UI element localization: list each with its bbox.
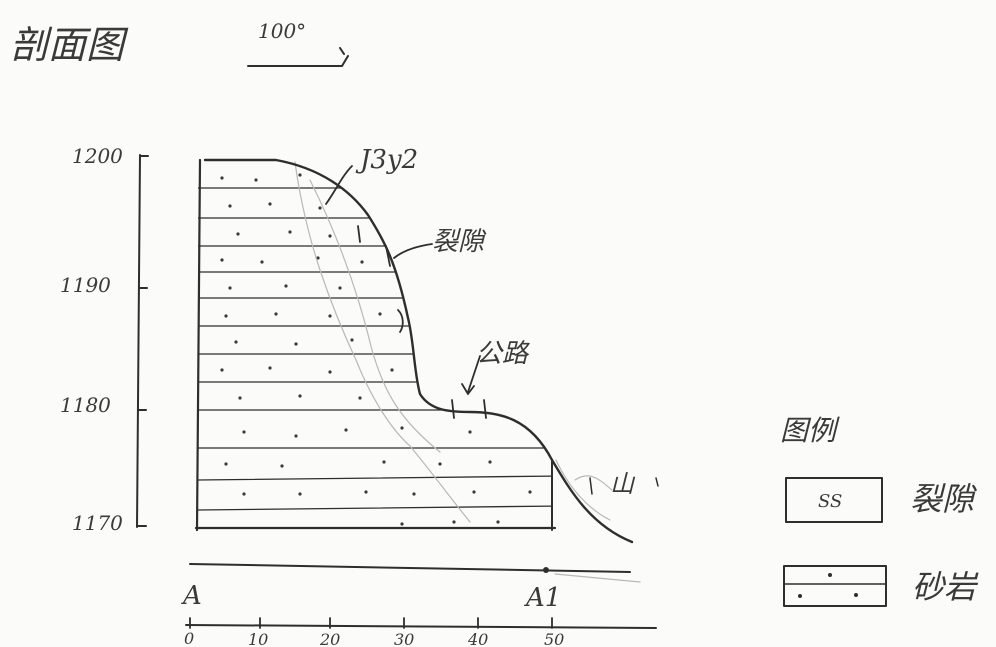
- profile-end-label: A1: [524, 583, 561, 613]
- road-annotation: 公路: [461, 339, 530, 395]
- distance-label-50: 50: [544, 630, 564, 647]
- legend-swatch-fracture-symbol: SS: [818, 491, 842, 512]
- distance-label-20: 20: [319, 630, 340, 647]
- faint-construction-lines: [294, 161, 613, 523]
- legend-title: 图例: [780, 414, 840, 447]
- formation-annotation: J3y2: [325, 145, 418, 205]
- direction-label: 100°: [258, 19, 306, 43]
- page-title: 剖面图: [10, 23, 129, 67]
- elevation-label-1200: 1200: [72, 144, 123, 168]
- profile-line: A A1: [181, 563, 641, 613]
- profile-end-marker: [543, 567, 549, 573]
- distance-axis-line: [185, 624, 657, 629]
- elevation-axis: 1200 1190 1180 1170: [60, 144, 149, 535]
- elevation-label-1170: 1170: [72, 511, 123, 535]
- legend-item-sandstone: 砂岩: [783, 565, 979, 607]
- fracture-annotation: 裂隙: [393, 227, 487, 259]
- distance-label-30: 30: [394, 630, 414, 647]
- distance-label-0: 0: [184, 629, 194, 647]
- direction-arrow: [247, 47, 349, 67]
- formation-label: J3y2: [355, 145, 418, 175]
- distance-axis: 0 10 20 30 40 50: [184, 617, 657, 647]
- elevation-label-1180: 1180: [60, 393, 111, 417]
- distance-label-10: 10: [248, 630, 268, 647]
- legend-item-fracture: SS 裂隙: [785, 477, 977, 523]
- legend-item-sandstone-label: 砂岩: [912, 568, 979, 606]
- terrain-surface: [203, 158, 634, 544]
- direction-indicator: 100°: [247, 19, 349, 67]
- legend-swatch-fracture: [785, 477, 883, 523]
- fracture-marks: [357, 225, 404, 333]
- legend-swatch-sandstone: [783, 565, 887, 607]
- mountain-label: 山: [610, 470, 636, 498]
- fracture-label: 裂隙: [432, 227, 487, 257]
- legend: 图例 SS 裂隙 砂岩: [780, 414, 979, 607]
- elevation-axis-line: [136, 154, 141, 528]
- profile-left-boundary: [195, 158, 202, 532]
- distance-label-40: 40: [467, 630, 488, 647]
- road-marks: [451, 399, 487, 419]
- road-label: 公路: [476, 339, 530, 369]
- mountain-annotation: 山: [589, 470, 659, 498]
- profile-start-label: A: [181, 581, 202, 611]
- legend-item-fracture-label: 裂隙: [910, 480, 977, 518]
- elevation-label-1190: 1190: [60, 273, 111, 297]
